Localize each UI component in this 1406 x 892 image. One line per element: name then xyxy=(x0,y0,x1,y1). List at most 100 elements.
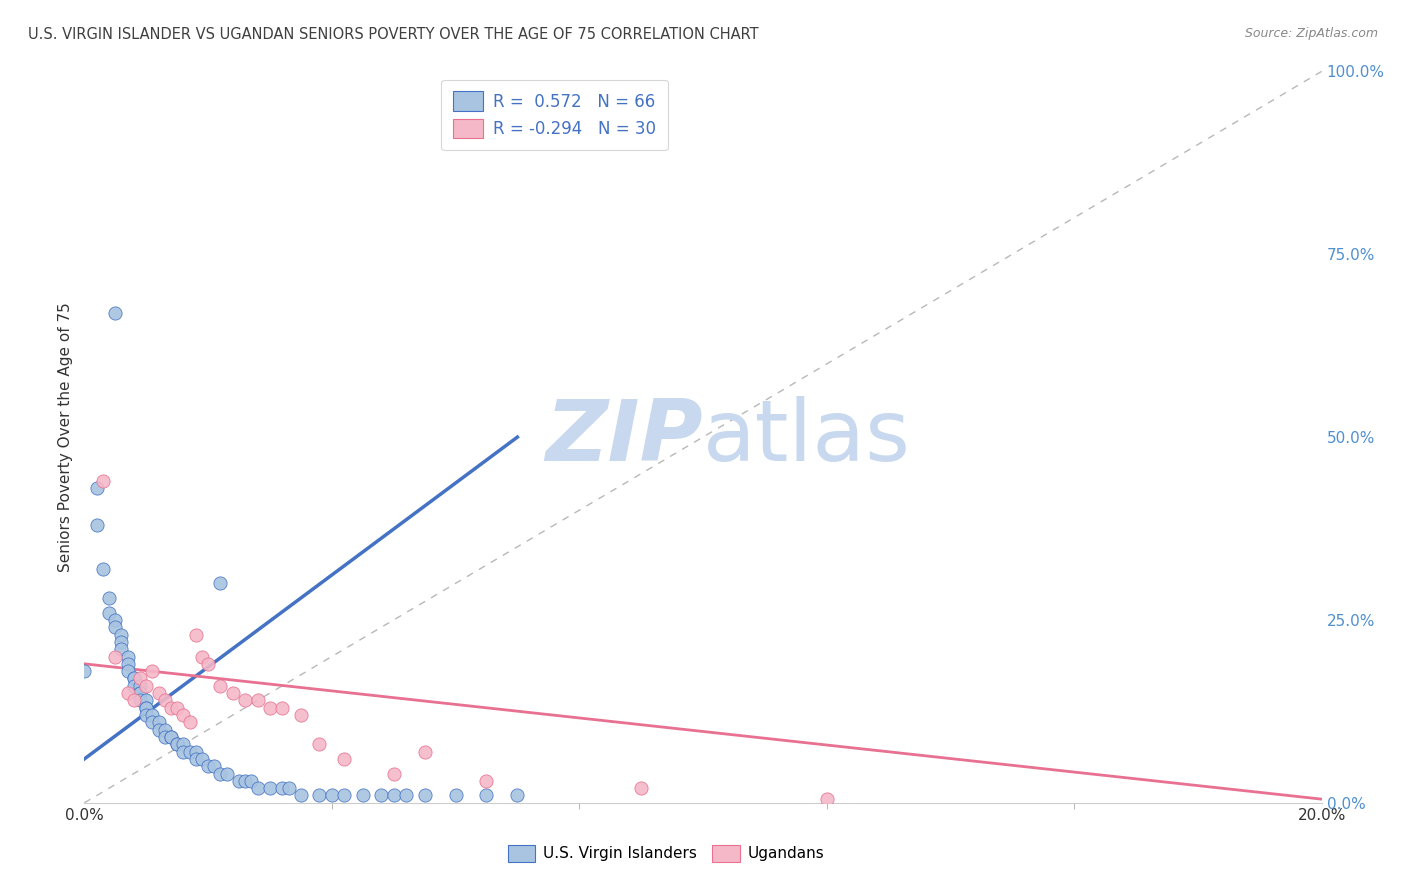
Point xyxy=(172,745,194,759)
Point xyxy=(129,679,152,693)
Point xyxy=(184,745,207,759)
Point xyxy=(184,752,207,766)
Point xyxy=(153,730,176,744)
Point xyxy=(352,789,374,803)
Point xyxy=(382,766,405,780)
Point xyxy=(91,562,114,576)
Point xyxy=(129,686,152,700)
Point xyxy=(228,773,250,788)
Point xyxy=(86,481,108,495)
Point xyxy=(91,474,114,488)
Point xyxy=(135,708,157,723)
Point xyxy=(104,613,127,627)
Point xyxy=(290,708,312,723)
Point xyxy=(333,752,356,766)
Point xyxy=(370,789,392,803)
Point xyxy=(122,693,145,707)
Y-axis label: Seniors Poverty Over the Age of 75: Seniors Poverty Over the Age of 75 xyxy=(58,302,73,572)
Point xyxy=(506,789,529,803)
Point xyxy=(73,664,96,678)
Point xyxy=(135,700,157,714)
Point xyxy=(308,789,330,803)
Point xyxy=(160,730,183,744)
Point xyxy=(141,715,163,730)
Point xyxy=(271,781,294,796)
Point xyxy=(222,686,245,700)
Point xyxy=(129,693,152,707)
Point xyxy=(395,789,418,803)
Point xyxy=(172,737,194,751)
Point xyxy=(233,693,256,707)
Point xyxy=(148,715,170,730)
Point xyxy=(117,657,139,671)
Point xyxy=(197,759,219,773)
Point xyxy=(179,745,201,759)
Point xyxy=(104,620,127,634)
Point xyxy=(110,627,132,641)
Point xyxy=(271,700,294,714)
Point xyxy=(135,700,157,714)
Point xyxy=(122,672,145,686)
Point xyxy=(277,781,299,796)
Legend: U.S. Virgin Islanders, Ugandans: U.S. Virgin Islanders, Ugandans xyxy=(502,838,830,868)
Point xyxy=(475,789,498,803)
Point xyxy=(630,781,652,796)
Point xyxy=(172,708,194,723)
Point xyxy=(110,642,132,657)
Point xyxy=(141,708,163,723)
Point xyxy=(197,657,219,671)
Point xyxy=(160,730,183,744)
Point xyxy=(246,781,269,796)
Point xyxy=(122,679,145,693)
Point xyxy=(233,773,256,788)
Point xyxy=(290,789,312,803)
Point xyxy=(129,672,152,686)
Point xyxy=(86,517,108,532)
Text: Source: ZipAtlas.com: Source: ZipAtlas.com xyxy=(1244,27,1378,40)
Point xyxy=(321,789,343,803)
Point xyxy=(308,737,330,751)
Text: U.S. VIRGIN ISLANDER VS UGANDAN SENIORS POVERTY OVER THE AGE OF 75 CORRELATION C: U.S. VIRGIN ISLANDER VS UGANDAN SENIORS … xyxy=(28,27,759,42)
Point xyxy=(148,686,170,700)
Point xyxy=(209,766,232,780)
Point xyxy=(98,606,121,620)
Point xyxy=(240,773,263,788)
Text: atlas: atlas xyxy=(703,395,911,479)
Text: ZIP: ZIP xyxy=(546,395,703,479)
Point xyxy=(259,700,281,714)
Point xyxy=(215,766,238,780)
Point xyxy=(104,306,127,320)
Point xyxy=(209,576,232,591)
Point xyxy=(202,759,225,773)
Point xyxy=(333,789,356,803)
Point xyxy=(166,737,188,751)
Point xyxy=(191,649,214,664)
Point xyxy=(153,693,176,707)
Point xyxy=(135,693,157,707)
Point xyxy=(117,664,139,678)
Point xyxy=(110,635,132,649)
Point xyxy=(122,672,145,686)
Point xyxy=(259,781,281,796)
Point xyxy=(184,627,207,641)
Point xyxy=(153,723,176,737)
Point xyxy=(382,789,405,803)
Point xyxy=(815,792,838,806)
Point xyxy=(117,686,139,700)
Point xyxy=(413,745,436,759)
Point xyxy=(104,649,127,664)
Point xyxy=(444,789,467,803)
Point xyxy=(475,773,498,788)
Point xyxy=(160,700,183,714)
Point xyxy=(166,737,188,751)
Point xyxy=(148,723,170,737)
Point xyxy=(209,679,232,693)
Point xyxy=(191,752,214,766)
Point xyxy=(135,679,157,693)
Point xyxy=(246,693,269,707)
Point xyxy=(98,591,121,605)
Point xyxy=(166,700,188,714)
Point xyxy=(413,789,436,803)
Point xyxy=(179,715,201,730)
Point xyxy=(129,686,152,700)
